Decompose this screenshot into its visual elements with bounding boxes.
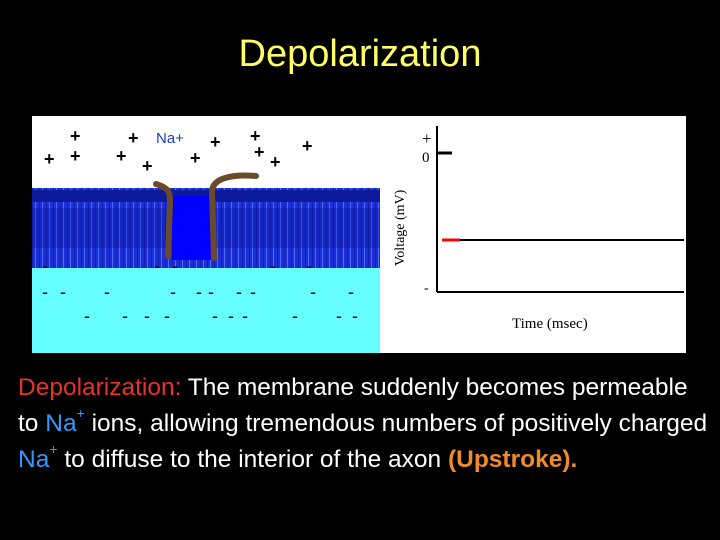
minus-sign: - bbox=[228, 306, 234, 326]
minus-sign: - bbox=[42, 282, 48, 302]
channel-gate-left bbox=[153, 181, 174, 259]
plus-sign: + bbox=[190, 148, 201, 168]
plus-sign: + bbox=[70, 146, 81, 166]
minus-sign: - bbox=[60, 282, 66, 302]
caption-ion-1: Na+ bbox=[45, 405, 85, 437]
plus-sign: + bbox=[116, 146, 127, 166]
plus-sign: + bbox=[142, 156, 153, 176]
plus-sign: + bbox=[302, 136, 313, 156]
depolarization-figure: + + + + + + + + + + + + Na+ - - - - - - … bbox=[32, 116, 686, 353]
caption-text-3: to diffuse to the interior of the axon bbox=[64, 446, 442, 473]
minus-sign: - bbox=[242, 306, 248, 326]
caption-term: Depolarization: bbox=[18, 374, 182, 401]
minus-sign: - bbox=[208, 282, 214, 302]
minus-sign: - bbox=[250, 282, 256, 302]
plus-sign: + bbox=[250, 126, 261, 146]
tick-plus-label: + bbox=[422, 129, 432, 148]
tick-minus-label: - bbox=[424, 281, 429, 296]
channel-pore bbox=[172, 196, 212, 260]
minus-sign: - bbox=[84, 306, 90, 326]
membrane-and-graph: + + + + + + + + + + + + Na+ - - - - - - … bbox=[32, 126, 684, 353]
plus-sign: + bbox=[270, 152, 281, 172]
minus-sign: - bbox=[292, 306, 298, 326]
sodium-ion-label: Na+ bbox=[156, 130, 184, 147]
minus-sign: - bbox=[164, 306, 170, 326]
voltage-axis-label: Voltage (mV) bbox=[393, 189, 408, 266]
minus-sign: - bbox=[306, 256, 312, 276]
outside-charges: + + + + + + + + + + + + bbox=[44, 126, 313, 176]
minus-sign: - bbox=[42, 256, 48, 276]
minus-sign: - bbox=[170, 282, 176, 302]
minus-sign: - bbox=[352, 306, 358, 326]
inside-charges: - - - - - - - - - - - - - - - - - - - - … bbox=[42, 256, 358, 326]
page-title: Depolarization bbox=[238, 33, 482, 75]
minus-sign: - bbox=[310, 282, 316, 302]
minus-sign: - bbox=[104, 282, 110, 302]
plus-sign: + bbox=[44, 149, 55, 169]
minus-sign: - bbox=[172, 256, 178, 276]
plus-sign: + bbox=[70, 126, 81, 146]
caption: Depolarization: The membrane suddenly be… bbox=[18, 370, 708, 478]
tick-zero-label: 0 bbox=[422, 150, 430, 166]
channel-gate-right bbox=[208, 172, 259, 261]
plus-sign: + bbox=[254, 142, 265, 162]
voltage-graph: Voltage (mV) + 0 - Time (msec) bbox=[393, 126, 684, 332]
sodium-channel bbox=[153, 172, 259, 261]
minus-sign: - bbox=[348, 282, 354, 302]
minus-sign: - bbox=[270, 256, 276, 276]
minus-sign: - bbox=[196, 282, 202, 302]
caption-text-1: The membrane suddenly becomes permeable … bbox=[18, 374, 688, 437]
minus-sign: - bbox=[144, 306, 150, 326]
caption-text-2: ions, allowing tremendous numbers of pos… bbox=[91, 410, 708, 437]
minus-sign: - bbox=[154, 256, 160, 276]
minus-sign: - bbox=[336, 306, 342, 326]
caption-ion-2: Na+ bbox=[18, 441, 58, 473]
minus-sign: - bbox=[212, 306, 218, 326]
plus-sign: + bbox=[128, 128, 139, 148]
plus-sign: + bbox=[210, 132, 221, 152]
time-axis-label: Time (msec) bbox=[512, 316, 588, 332]
caption-upstroke: (Upstroke). bbox=[447, 446, 578, 473]
minus-sign: - bbox=[122, 306, 128, 326]
minus-sign: - bbox=[236, 282, 242, 302]
